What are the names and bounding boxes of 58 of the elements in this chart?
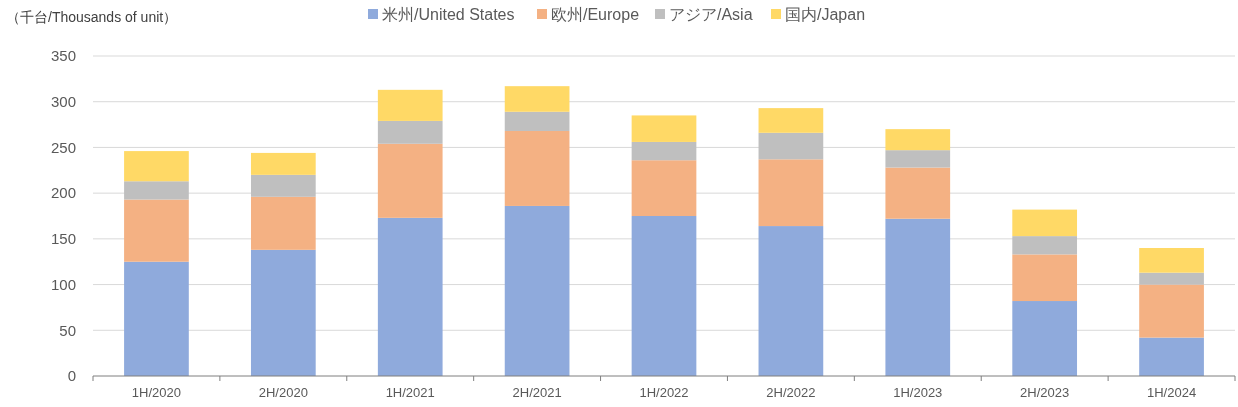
bar [1139,272,1204,285]
bar [631,115,697,142]
y-tick-label: 350 [50,47,76,65]
legend-label: 欧州/Europe [551,5,640,23]
x-tick-label: 2H/2020 [258,385,308,400]
bar [1139,248,1204,273]
y-tick-label: 300 [50,92,76,110]
x-tick-label: 2H/2023 [1020,385,1070,400]
bar [1012,236,1078,255]
bar [758,108,824,133]
bar [124,261,189,376]
y-tick-label: 50 [59,321,76,339]
bar [250,249,316,376]
bar [1139,284,1204,338]
legend-label: 国内/Japan [785,5,866,23]
y-tick-label: 0 [67,367,76,385]
bar [504,86,570,112]
bar [124,199,189,262]
legend-label: 米州/United States [382,5,515,23]
bar [758,226,824,376]
bar [885,218,951,376]
bar [758,132,824,160]
bar [377,120,443,144]
bar [377,143,443,218]
bar [758,159,824,227]
bar [124,151,189,182]
bar [124,181,189,200]
x-tick-label: 1H/2022 [639,385,689,400]
bar [885,150,951,168]
bar [1012,209,1078,237]
bar [250,174,316,197]
y-tick-label: 250 [50,138,76,156]
x-tick-label: 2H/2022 [766,385,816,400]
bar [377,217,443,376]
bar [885,167,951,219]
y-axis-title: （千台/Thousands of unit） [6,9,178,25]
x-tick-label: 1H/2020 [131,385,182,400]
bar [377,89,443,121]
y-tick-label: 150 [50,230,76,248]
bar [504,111,570,131]
y-tick-label: 100 [50,275,76,293]
bar [1012,254,1078,302]
x-tick-label: 1H/2021 [385,385,435,400]
x-tick-label: 2H/2021 [512,385,562,400]
bar [250,196,316,250]
bar [631,216,697,376]
bar [1012,301,1078,376]
y-tick-label: 200 [50,184,76,202]
bar [885,129,951,151]
bar [1139,337,1204,376]
x-tick-label: 1H/2023 [893,385,943,400]
bar [631,141,697,161]
bar [631,160,697,216]
bar [250,152,316,175]
bar [504,130,570,206]
bar [504,205,570,376]
x-tick-label: 1H/2024 [1146,385,1197,400]
legend-label: アジア/Asia [669,5,753,23]
